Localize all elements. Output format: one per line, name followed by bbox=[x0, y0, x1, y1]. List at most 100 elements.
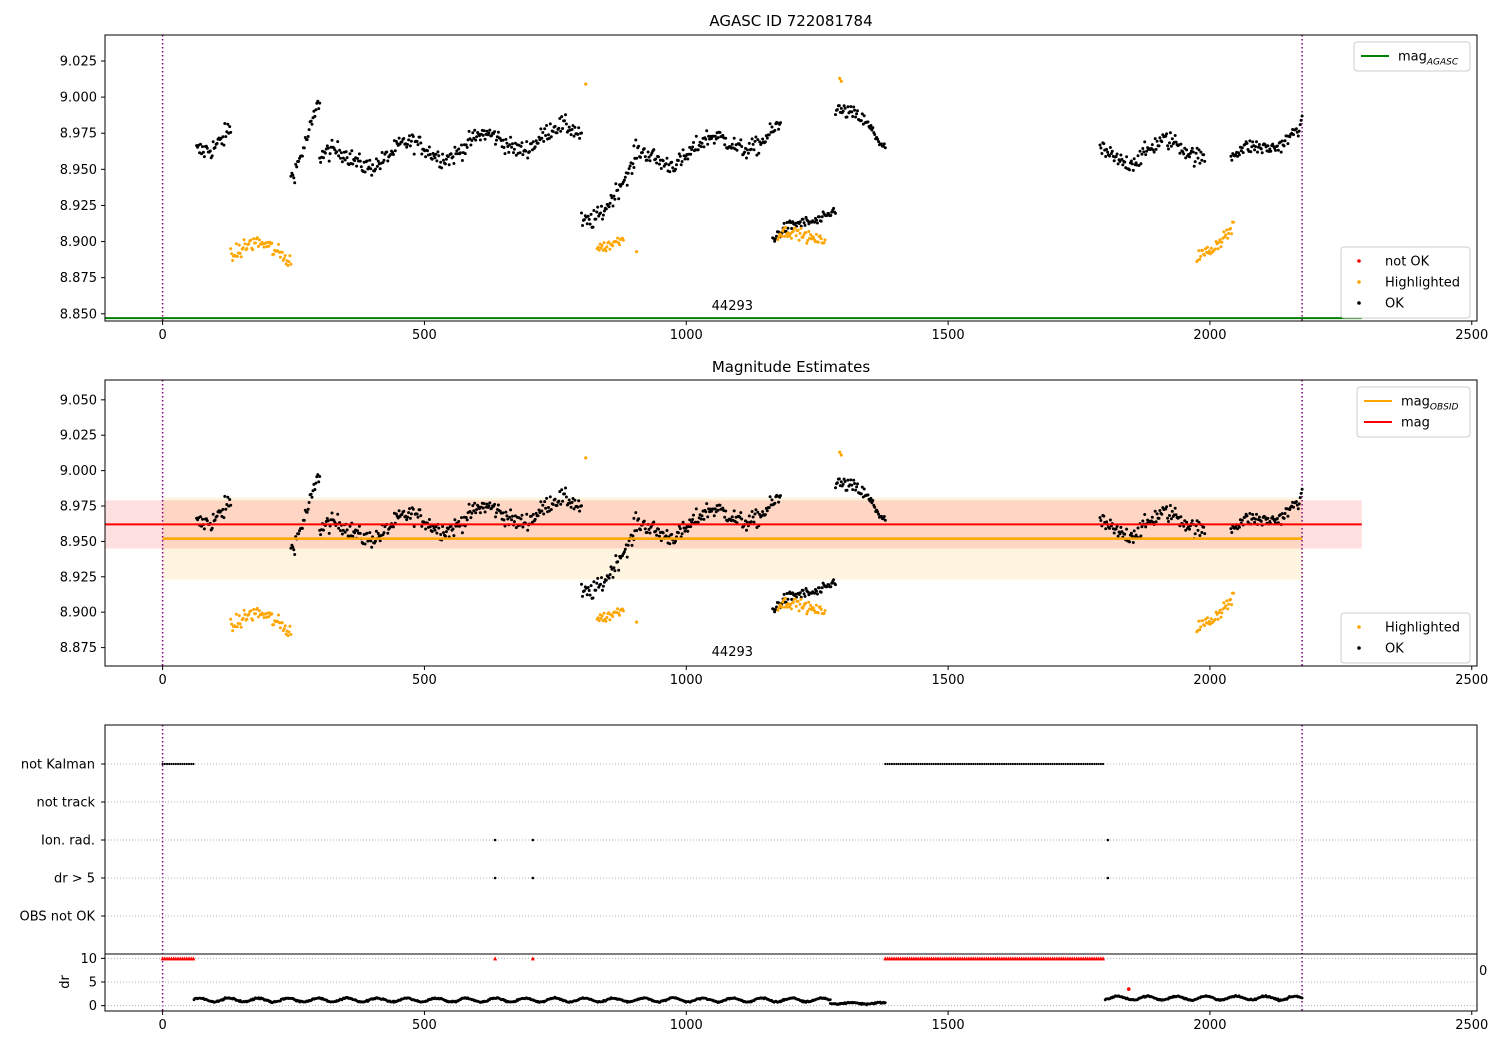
flag-point bbox=[1075, 762, 1078, 766]
legend-dot-marker bbox=[1357, 259, 1361, 263]
ok-point bbox=[854, 115, 858, 119]
ok-point bbox=[419, 514, 423, 518]
ok-point bbox=[368, 158, 372, 162]
highlighted-point bbox=[599, 246, 603, 250]
flag-point bbox=[956, 762, 960, 766]
ok-point bbox=[371, 163, 375, 167]
ok-point bbox=[631, 162, 635, 166]
legend-dot-marker bbox=[1357, 625, 1361, 629]
ok-point bbox=[1165, 505, 1169, 509]
ok-point bbox=[378, 167, 382, 171]
ok-point bbox=[694, 507, 698, 511]
ok-point bbox=[779, 121, 782, 125]
ok-point bbox=[464, 143, 468, 147]
highlighted-point bbox=[1199, 255, 1203, 258]
ok-point bbox=[869, 124, 873, 127]
flag-point bbox=[954, 762, 957, 766]
highlighted-point bbox=[1214, 240, 1218, 243]
flag-point bbox=[181, 762, 184, 766]
ok-point bbox=[1100, 152, 1104, 155]
ok-point bbox=[539, 127, 543, 131]
flag-point bbox=[1064, 762, 1067, 766]
highlighted-point bbox=[816, 240, 820, 244]
ok-point bbox=[544, 134, 548, 137]
ok-point bbox=[855, 485, 859, 489]
ok-point bbox=[1257, 515, 1261, 519]
y-tick-label: 8.850 bbox=[60, 307, 97, 322]
ok-point bbox=[199, 142, 202, 146]
highlighted-point bbox=[241, 616, 245, 620]
ok-point bbox=[1254, 517, 1258, 521]
highlighted-point bbox=[838, 76, 842, 80]
ok-point bbox=[1230, 531, 1234, 534]
x-tick-label: 1000 bbox=[670, 673, 703, 688]
ok-point bbox=[559, 129, 563, 133]
ok-point bbox=[543, 127, 547, 131]
ok-point bbox=[671, 166, 675, 170]
ok-point bbox=[459, 151, 462, 155]
ok-point bbox=[504, 137, 508, 141]
highlighted-point bbox=[1216, 247, 1220, 251]
ok-point bbox=[623, 547, 627, 551]
ok-point bbox=[1263, 143, 1267, 147]
ok-point bbox=[716, 508, 720, 512]
flag-point bbox=[1051, 762, 1054, 766]
ok-point bbox=[358, 531, 362, 535]
ok-point bbox=[681, 148, 685, 152]
ok-point bbox=[784, 229, 788, 233]
ok-point bbox=[856, 482, 859, 486]
legend-dot-marker bbox=[1357, 301, 1361, 305]
ok-point bbox=[849, 478, 853, 482]
highlighted-point bbox=[822, 612, 826, 615]
highlighted-point bbox=[255, 606, 259, 610]
ok-point bbox=[853, 108, 857, 112]
highlighted-point bbox=[600, 614, 604, 618]
ok-point bbox=[1292, 505, 1295, 509]
ok-point bbox=[855, 112, 859, 116]
highlighted-point bbox=[604, 619, 608, 623]
highlighted-point bbox=[234, 242, 238, 246]
ok-point bbox=[493, 502, 497, 506]
ok-point bbox=[397, 136, 401, 140]
highlighted-point bbox=[254, 241, 257, 245]
highlighted-point bbox=[1207, 249, 1211, 253]
ok-point bbox=[580, 211, 583, 215]
ok-point bbox=[1197, 520, 1201, 524]
flag-point bbox=[965, 762, 968, 766]
ok-point bbox=[770, 125, 774, 129]
ok-point bbox=[705, 502, 709, 506]
ok-point bbox=[529, 514, 533, 518]
ok-point bbox=[474, 138, 478, 142]
panel-title: AGASC ID 722081784 bbox=[709, 12, 872, 30]
ok-point bbox=[852, 478, 856, 482]
ok-point bbox=[790, 227, 794, 230]
ok-point bbox=[607, 576, 611, 580]
ok-point bbox=[862, 114, 866, 118]
y-tick-label: 8.925 bbox=[60, 199, 97, 214]
ok-point bbox=[335, 150, 339, 154]
ok-point bbox=[547, 133, 550, 137]
ok-point bbox=[430, 157, 434, 161]
x-tick-label: 2000 bbox=[1193, 1018, 1226, 1033]
ok-point bbox=[474, 511, 478, 515]
ok-point bbox=[1286, 142, 1290, 146]
ok-point bbox=[210, 154, 214, 158]
ok-point bbox=[1141, 147, 1145, 150]
ok-point bbox=[668, 542, 672, 546]
ok-point bbox=[306, 507, 310, 511]
ok-point bbox=[677, 152, 681, 156]
ok-point bbox=[327, 531, 331, 535]
dr-tick-label: 0 bbox=[89, 999, 97, 1014]
ok-point bbox=[1257, 143, 1261, 146]
ok-point bbox=[1197, 148, 1201, 152]
ok-point bbox=[700, 514, 704, 518]
highlighted-point bbox=[286, 634, 290, 638]
ok-point bbox=[1102, 142, 1106, 146]
ok-point bbox=[639, 528, 642, 532]
ok-point bbox=[837, 104, 841, 108]
ok-point bbox=[1280, 139, 1284, 143]
highlighted-point bbox=[616, 607, 620, 611]
ok-point bbox=[1292, 133, 1295, 137]
highlighted-point bbox=[783, 605, 787, 609]
ok-point bbox=[531, 512, 535, 516]
